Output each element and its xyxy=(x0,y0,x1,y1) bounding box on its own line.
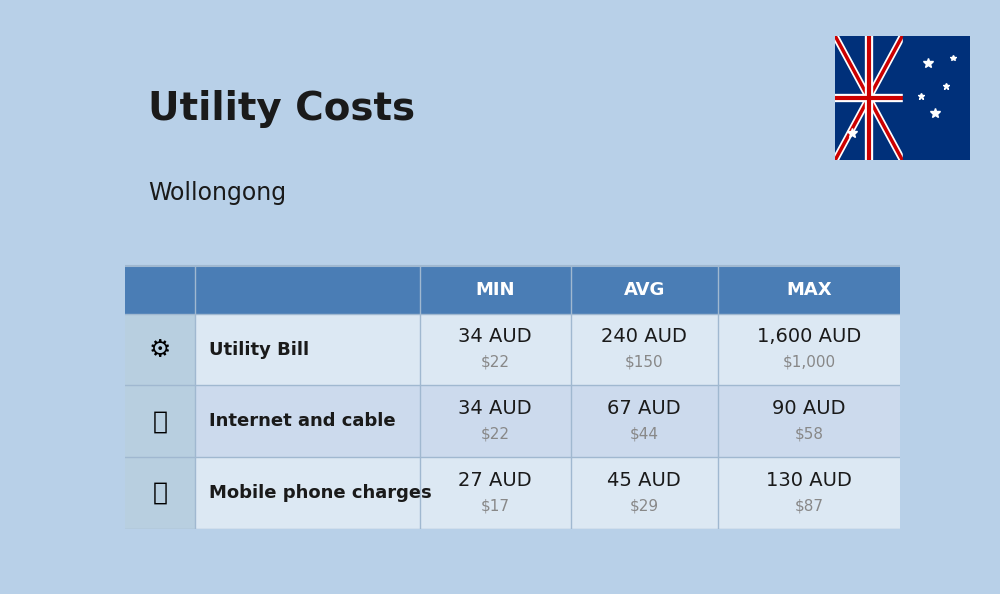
Text: $1,000: $1,000 xyxy=(782,355,836,370)
Text: $150: $150 xyxy=(625,355,664,370)
Text: 📡: 📡 xyxy=(152,409,167,433)
Text: Utility Costs: Utility Costs xyxy=(148,90,415,128)
Text: $22: $22 xyxy=(481,426,510,441)
Text: MIN: MIN xyxy=(475,281,515,299)
Text: $17: $17 xyxy=(481,498,510,513)
Text: Utility Bill: Utility Bill xyxy=(209,340,309,359)
Text: Wollongong: Wollongong xyxy=(148,181,286,205)
Text: 34 AUD: 34 AUD xyxy=(458,399,532,418)
FancyBboxPatch shape xyxy=(125,314,195,386)
FancyBboxPatch shape xyxy=(125,457,900,529)
Text: Mobile phone charges: Mobile phone charges xyxy=(209,484,431,502)
Text: 📱: 📱 xyxy=(152,481,167,505)
FancyBboxPatch shape xyxy=(125,266,900,314)
FancyBboxPatch shape xyxy=(125,386,900,457)
FancyBboxPatch shape xyxy=(125,314,900,386)
Text: 1,600 AUD: 1,600 AUD xyxy=(757,327,861,346)
Text: 130 AUD: 130 AUD xyxy=(766,470,852,489)
FancyBboxPatch shape xyxy=(125,386,195,457)
Text: ⚙: ⚙ xyxy=(149,337,171,362)
Text: $22: $22 xyxy=(481,355,510,370)
Text: 27 AUD: 27 AUD xyxy=(458,470,532,489)
Text: $29: $29 xyxy=(630,498,659,513)
FancyBboxPatch shape xyxy=(125,457,195,529)
Text: 45 AUD: 45 AUD xyxy=(607,470,681,489)
Text: 67 AUD: 67 AUD xyxy=(607,399,681,418)
Text: MAX: MAX xyxy=(786,281,832,299)
Text: $58: $58 xyxy=(794,426,823,441)
Text: Internet and cable: Internet and cable xyxy=(209,412,395,430)
Text: 34 AUD: 34 AUD xyxy=(458,327,532,346)
Bar xyxy=(902,36,970,160)
Text: $87: $87 xyxy=(794,498,823,513)
Text: 90 AUD: 90 AUD xyxy=(772,399,846,418)
Text: $44: $44 xyxy=(630,426,659,441)
Text: 240 AUD: 240 AUD xyxy=(601,327,687,346)
Text: AVG: AVG xyxy=(624,281,665,299)
